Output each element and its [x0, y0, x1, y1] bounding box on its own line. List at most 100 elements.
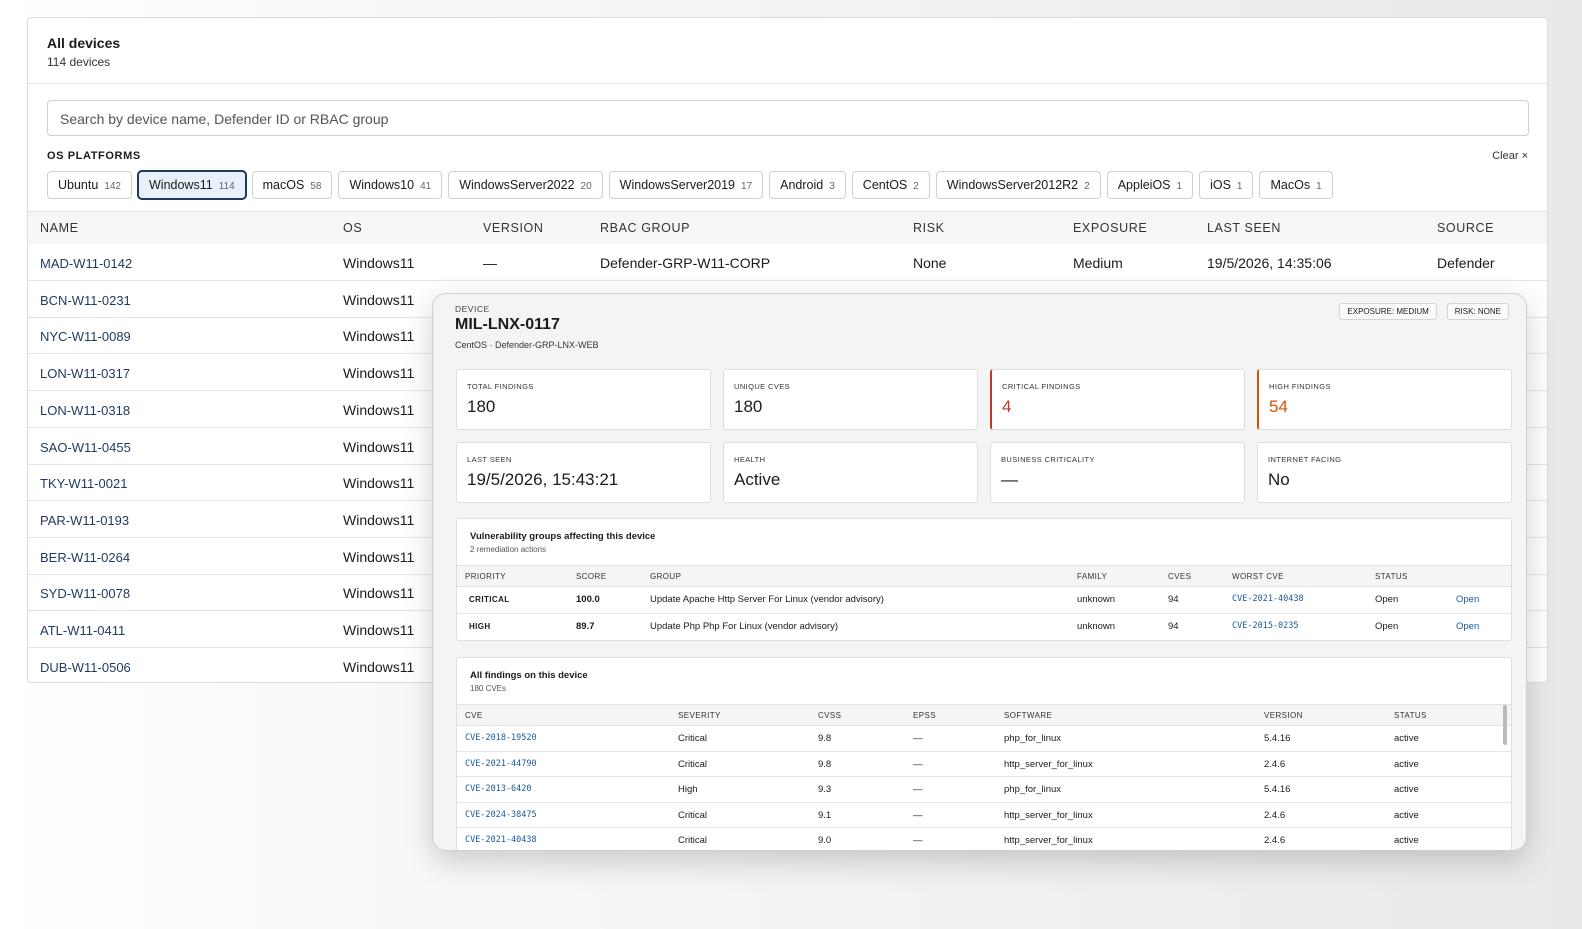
device-name[interactable]: SYD-W11-0078	[40, 586, 131, 602]
badges: EXPOSURE: MEDIUM RISK: NONE	[1339, 303, 1509, 320]
device-name[interactable]: SAO-W11-0455	[40, 439, 131, 455]
chip-count: 142	[104, 181, 121, 192]
chip-name: Android	[780, 178, 824, 192]
os-chip[interactable]: macOS 58	[251, 171, 333, 199]
findings-panel: All findings on this device 180 CVEs CVE SE…	[456, 657, 1512, 850]
os-chip[interactable]: WindowsServer2022 20	[448, 171, 603, 199]
column-header: VERSION	[483, 221, 544, 235]
chip-name: AppleiOS	[1117, 178, 1171, 192]
table-row[interactable]: DUB-W11-0506 Windows11	[28, 648, 1547, 682]
column-header: GROUP	[650, 572, 682, 581]
device-name[interactable]: BER-W11-0264	[40, 549, 131, 565]
cve-link[interactable]: CVE-2024-38475	[465, 809, 537, 820]
column-header: FAMILY	[1077, 572, 1108, 581]
chip-name: Windows10	[349, 178, 415, 192]
cell: Windows11	[343, 438, 415, 455]
modal-label: DEVICE	[455, 304, 490, 314]
cell: 89.7	[576, 621, 595, 632]
chip-name: WindowsServer2022	[459, 178, 575, 192]
os-chip[interactable]: Windows11 114	[138, 171, 246, 199]
column-header: OS	[343, 221, 363, 235]
cell: active	[1394, 809, 1419, 821]
column-header: LAST SEEN	[1207, 221, 1281, 235]
open-link[interactable]: Open	[1456, 594, 1480, 605]
cell: Defender	[1437, 255, 1495, 271]
filter-label: OS PLATFORMS	[47, 150, 141, 162]
table-row[interactable]: MAD-W11-0142 Windows11 — Defender-GRP-W11-C…	[28, 244, 1547, 281]
chip-name: CentOS	[862, 178, 908, 192]
cell: http_server_for_linux	[1004, 835, 1093, 846]
table-header: NAME OS VERSION RBAC GROUP RISK EXPOSURE LAST …	[28, 211, 1547, 244]
panel-header: CVE SEVERITY CVSS EPSS SOFTWARE VERSION STATUS	[457, 704, 1511, 726]
stat-label: BUSINESS CRITICALITY	[1001, 455, 1095, 464]
column-header: SEVERITY	[678, 711, 721, 720]
cell: Update Apache Http Server For Linux (ven…	[650, 594, 884, 605]
cve-link[interactable]: CVE-2015-0235	[1232, 621, 1299, 631]
cell: —	[913, 758, 923, 770]
cve-link[interactable]: CVE-2021-44790	[465, 758, 537, 769]
cell: 19/5/2026, 14:35:06	[1207, 255, 1332, 271]
cve-link[interactable]: CVE-2018-19520	[465, 733, 537, 743]
stat-label: HIGH FINDINGS	[1269, 382, 1331, 391]
os-chip[interactable]: WindowsServer2019 17	[608, 171, 764, 199]
chip-count: 41	[420, 181, 432, 192]
column-header: CVSS	[818, 711, 842, 720]
os-chip[interactable]: AppleiOS 1	[1106, 171, 1194, 199]
device-name[interactable]: MAD-W11-0142	[40, 256, 133, 271]
groups-panel: Vulnerability groups affecting this devi…	[456, 518, 1512, 641]
search-input[interactable]: Search by device name, Defender ID or RB…	[47, 100, 1529, 136]
chip-count: 114	[218, 181, 235, 192]
stat-card: UNIQUE CVES 180	[723, 369, 978, 430]
column-header: VERSION	[1264, 711, 1303, 720]
cell: 9.0	[818, 835, 832, 846]
os-chip[interactable]: WindowsServer2012R2 2	[935, 171, 1101, 199]
stat-card: HIGH FINDINGS 54	[1257, 369, 1512, 430]
divider	[28, 83, 1547, 84]
open-link[interactable]: Open	[1456, 621, 1480, 632]
stats-grid: TOTAL FINDINGS 180 UNIQUE CVES 180 CRITICAL …	[456, 369, 1512, 503]
device-name[interactable]: DUB-W11-0506	[40, 659, 131, 675]
stat-label: LAST SEEN	[467, 455, 512, 464]
column-header: EPSS	[913, 711, 936, 720]
os-chip[interactable]: iOS 1	[1199, 171, 1254, 199]
cve-link[interactable]: CVE-2013-6420	[465, 784, 532, 794]
cell: 5.4.16	[1264, 733, 1291, 744]
device-name[interactable]: TKY-W11-0021	[40, 476, 128, 492]
device-name[interactable]: LON-W11-0317	[40, 366, 131, 382]
cell: Update Php Php For Linux (vendor advisor…	[650, 621, 838, 632]
clear-button[interactable]: Clear ×	[1492, 150, 1528, 162]
column-header: NAME	[40, 221, 79, 235]
cell: 9.8	[818, 733, 832, 744]
device-name[interactable]: LON-W11-0318	[40, 402, 131, 418]
cve-link[interactable]: CVE-2021-40438	[465, 835, 537, 845]
stat-card: BUSINESS CRITICALITY —	[990, 442, 1245, 503]
cell: 2.4.6	[1264, 809, 1286, 821]
os-chip[interactable]: MacOs 1	[1259, 171, 1333, 199]
column-header: STATUS	[1375, 572, 1408, 581]
os-chip[interactable]: Ubuntu 142	[47, 171, 132, 199]
stat-card: CRITICAL FINDINGS 4	[990, 369, 1245, 430]
column-header: CVES	[1168, 572, 1192, 581]
device-name[interactable]: PAR-W11-0193	[40, 512, 130, 528]
cell: http_server_for_linux	[1004, 809, 1093, 821]
priority-badge: CRITICAL	[469, 595, 510, 604]
stat-value: 180	[467, 397, 496, 416]
device-name[interactable]: NYC-W11-0089	[40, 329, 131, 345]
device-name[interactable]: BCN-W11-0231	[40, 292, 131, 308]
stat-card: TOTAL FINDINGS 180	[456, 369, 711, 430]
cell: —	[913, 733, 923, 744]
os-chip[interactable]: Windows10 41	[338, 171, 443, 199]
device-name[interactable]: ATL-W11-0411	[40, 623, 126, 638]
os-chip[interactable]: Android 3	[769, 171, 846, 199]
chip-count: 20	[580, 181, 592, 192]
chip-count: 3	[829, 181, 835, 192]
os-chip[interactable]: CentOS 2	[851, 171, 930, 199]
panel-row: CVE-2013-6420 High 9.3 — php_for_linux 5.4.16…	[457, 777, 1511, 803]
cve-link[interactable]: CVE-2021-40438	[1232, 594, 1304, 604]
chip-name: Ubuntu	[58, 178, 99, 192]
stat-label: CRITICAL FINDINGS	[1002, 382, 1081, 391]
cell: 9.1	[818, 809, 832, 821]
cell: High	[678, 784, 698, 795]
stat-value: No	[1268, 470, 1290, 489]
